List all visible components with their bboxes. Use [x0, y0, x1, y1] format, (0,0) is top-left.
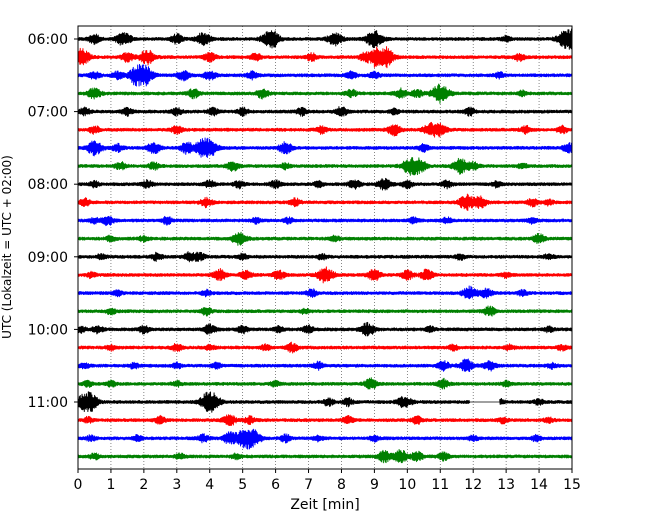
trace-row: [77, 193, 573, 211]
plot-frame: [77, 25, 573, 470]
trace-row: [77, 177, 573, 191]
trace-row: [77, 449, 573, 464]
trace-row: [77, 414, 573, 427]
y-axis: 06:00 07:00 08:00 09:00 10:00 11:00: [28, 32, 78, 411]
y-tick-label: 07:00: [28, 105, 68, 121]
x-tick-label: 15: [563, 477, 581, 493]
x-tick-label: 2: [139, 477, 148, 493]
x-tick-label: 5: [238, 477, 247, 493]
y-tick-label: 09:00: [28, 250, 68, 266]
trace-row: [77, 321, 573, 337]
x-tick-label: 14: [530, 477, 548, 493]
trace-row: [77, 428, 573, 450]
trace-row: [77, 377, 573, 390]
trace-row: [77, 231, 573, 246]
y-tick-label: 06:00: [28, 32, 68, 48]
x-axis-label: Zeit [min]: [290, 497, 359, 513]
trace-row: [77, 305, 573, 317]
trace-row: [77, 391, 573, 413]
trace-row: [77, 46, 573, 69]
x-tick-label: 13: [497, 477, 515, 493]
x-tick-label: 10: [398, 477, 416, 493]
trace-row: [77, 63, 573, 87]
trace-row: [77, 137, 573, 159]
trace-row: [77, 358, 573, 373]
x-tick-label: 12: [464, 477, 482, 493]
x-tick-label: 1: [106, 477, 115, 493]
x-tick-label: 9: [370, 477, 379, 493]
x-tick-label: 7: [304, 477, 313, 493]
y-axis-label: UTC (Lokalzeit = UTC + 02:00): [0, 155, 14, 339]
y-tick-label: 10:00: [28, 322, 68, 338]
trace-row: [77, 157, 573, 176]
trace-row: [77, 215, 573, 227]
trace-row: [77, 251, 573, 263]
trace-row: [77, 285, 573, 300]
trace-row: [77, 121, 573, 138]
trace-row: [77, 341, 573, 354]
trace-row: [77, 106, 573, 117]
x-tick-label: 0: [74, 477, 83, 493]
y-tick-label: 11:00: [28, 395, 68, 411]
trace-row: [77, 28, 573, 50]
y-tick-label: 08:00: [28, 177, 68, 193]
x-tick-label: 6: [271, 477, 280, 493]
x-tick-label: 8: [337, 477, 346, 493]
trace-rows: [77, 28, 573, 464]
x-tick-label: 3: [172, 477, 181, 493]
x-axis: 0 1 2 3 4 5 6 7 8 9 10 11 12 13 14 15: [74, 469, 581, 493]
plot-background: [78, 26, 572, 469]
x-tick-label: 11: [431, 477, 449, 493]
x-tick-label: 4: [205, 477, 214, 493]
trace-row: [77, 266, 573, 284]
trace-row: [77, 83, 573, 104]
